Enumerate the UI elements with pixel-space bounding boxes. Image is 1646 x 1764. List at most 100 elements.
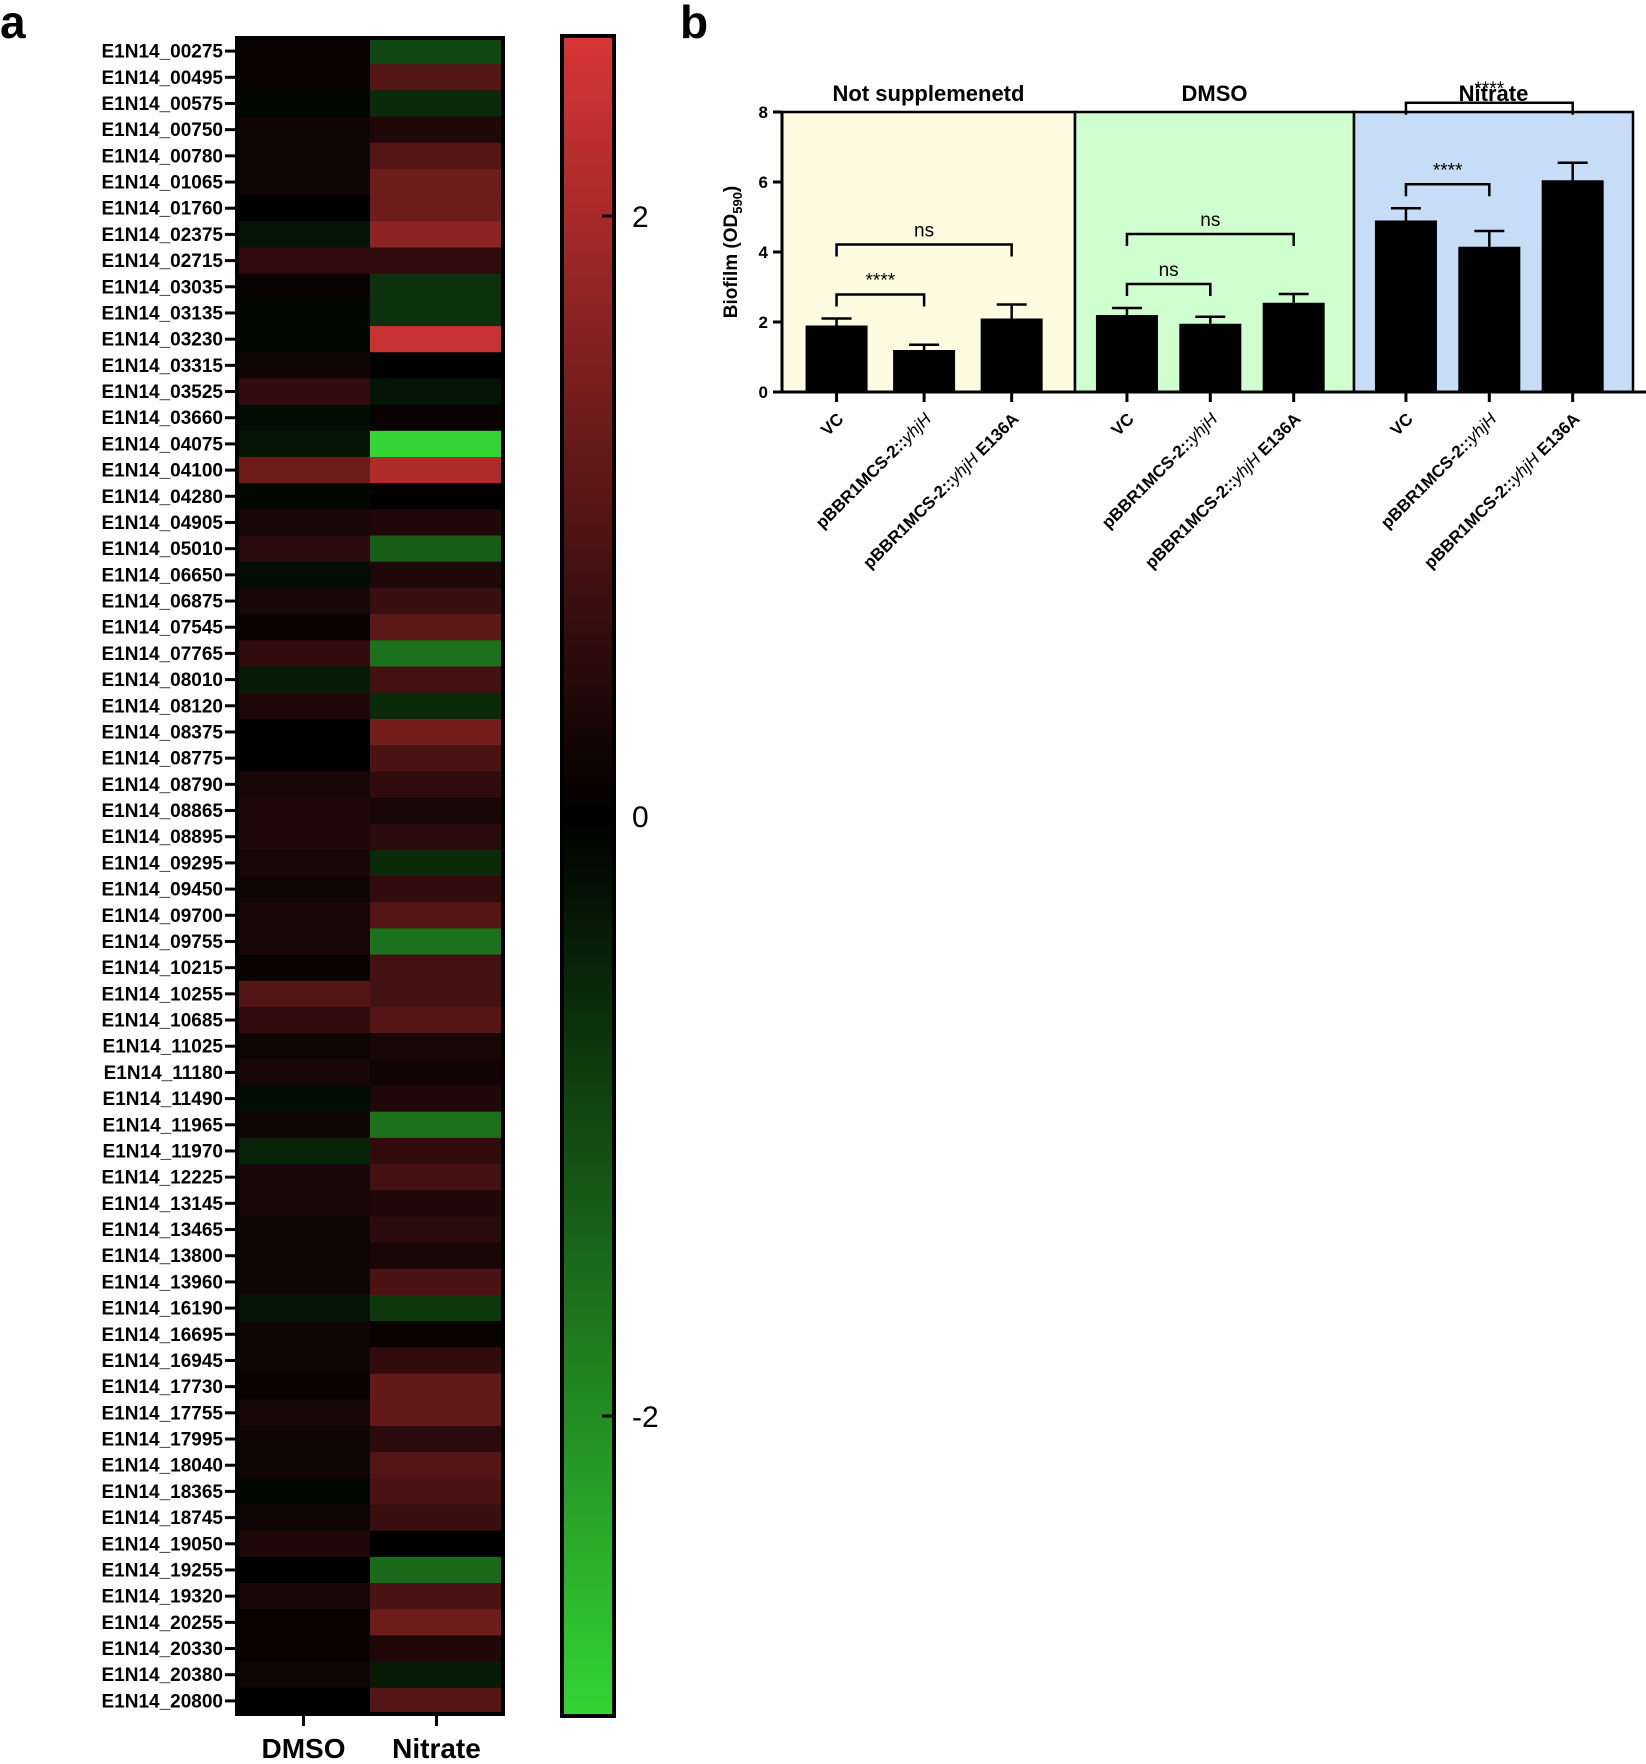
group-title: Not supplemenetd xyxy=(833,81,1025,106)
gene-label: E1N14_03525 xyxy=(102,382,224,403)
significance-label: **** xyxy=(1475,79,1505,100)
gene-label: E1N14_09295 xyxy=(102,853,224,874)
heatmap-cell xyxy=(370,876,504,903)
heatmap-cell xyxy=(370,1478,504,1505)
heatmap-cell xyxy=(370,1373,504,1401)
gene-label: E1N14_02715 xyxy=(102,251,224,272)
heatmap-cell xyxy=(370,1635,504,1663)
heatmap-cell xyxy=(237,561,371,589)
y-tick-label: 6 xyxy=(759,173,768,192)
y-tick-label: 8 xyxy=(759,103,768,122)
y-axis-label-subscript: 590 xyxy=(730,192,745,214)
heatmap-cell xyxy=(370,980,504,1008)
colorbar-gradient xyxy=(560,34,616,1718)
gene-label: E1N14_03315 xyxy=(102,356,224,377)
gene-label: E1N14_16945 xyxy=(102,1351,224,1372)
significance-label: ns xyxy=(1200,210,1220,231)
heatmap-cell xyxy=(237,587,371,615)
heatmap-cell xyxy=(237,1373,371,1401)
heatmap-cell xyxy=(237,876,371,903)
heatmap-cell xyxy=(370,666,504,694)
heatmap-cell xyxy=(370,849,504,877)
heatmap-cell xyxy=(237,640,371,667)
heatmap-cell xyxy=(370,561,504,589)
gene-label: E1N14_13960 xyxy=(102,1272,224,1293)
heatmap-cell xyxy=(237,1268,371,1296)
heatmap-cell xyxy=(370,168,504,196)
y-tick-label: 4 xyxy=(759,243,769,262)
heatmap-cell xyxy=(237,352,371,379)
heatmap-cell xyxy=(370,1583,504,1610)
bar xyxy=(805,325,868,392)
gene-label: E1N14_00780 xyxy=(102,146,224,167)
gene-label: E1N14_16190 xyxy=(102,1299,224,1320)
gene-label: E1N14_01760 xyxy=(102,199,224,220)
heatmap-cell xyxy=(237,1425,371,1453)
heatmap-cell xyxy=(370,535,504,563)
gene-label: E1N14_17730 xyxy=(102,1377,224,1398)
heatmap-cell xyxy=(370,38,504,65)
heatmap-cell xyxy=(370,692,504,720)
heatmap-cell xyxy=(237,614,371,641)
heatmap-frame xyxy=(235,36,505,1716)
category-label-main: pBBR1MCS-2:: xyxy=(1420,474,1519,573)
heatmap-cell xyxy=(237,666,371,694)
colorbar-tick-label: 0 xyxy=(632,801,649,834)
y-tick-label: 0 xyxy=(759,383,768,402)
heatmap-cell xyxy=(370,954,504,982)
heatmap-cell xyxy=(237,1033,371,1060)
heatmap-cell xyxy=(237,378,371,406)
heatmap-cell xyxy=(370,1111,504,1139)
gene-label: E1N14_00575 xyxy=(102,94,224,115)
gene-label: E1N14_06875 xyxy=(102,592,224,613)
gene-label: E1N14_08775 xyxy=(102,749,224,770)
category-label-main: VC xyxy=(817,409,847,439)
heatmap-cell xyxy=(237,771,371,798)
heatmap-cell xyxy=(237,1006,371,1034)
bar xyxy=(1179,323,1242,392)
panel-a-letter: a xyxy=(0,0,26,48)
bar xyxy=(1458,246,1521,392)
heatmap-cell xyxy=(370,1687,504,1715)
heatmap-cell xyxy=(237,980,371,1008)
colorbar-tick-label: -2 xyxy=(632,1401,659,1434)
significance-label: **** xyxy=(1433,160,1463,181)
gene-label: E1N14_04280 xyxy=(102,487,224,508)
heatmap-cell xyxy=(370,1295,504,1322)
category-label: VC xyxy=(817,409,847,439)
heatmap-cell xyxy=(237,299,371,327)
bar xyxy=(980,318,1043,392)
heatmap-cell xyxy=(370,1530,504,1558)
significance-label: ns xyxy=(914,221,934,242)
heatmap-cell xyxy=(370,587,504,615)
heatmap-cell xyxy=(237,116,371,144)
heatmap-cell xyxy=(370,142,504,170)
panel-b-letter: b xyxy=(680,0,708,48)
heatmap-cell xyxy=(370,1059,504,1086)
y-axis-label-main: Biofilm (OD xyxy=(721,214,742,319)
heatmap-cell xyxy=(237,1661,371,1689)
gene-label: E1N14_08010 xyxy=(102,670,224,691)
bar xyxy=(893,350,956,392)
heatmap-cell xyxy=(370,1347,504,1375)
gene-label: E1N14_13800 xyxy=(102,1246,224,1267)
heatmap-cell xyxy=(370,404,504,432)
gene-label: E1N14_09700 xyxy=(102,906,224,927)
y-axis-label: Biofilm (OD590) xyxy=(721,186,745,319)
category-label-main: pBBR1MCS-2:: xyxy=(812,433,911,532)
significance-bracket xyxy=(1125,282,1212,296)
gene-label: E1N14_17995 xyxy=(102,1430,224,1451)
heatmap-cell xyxy=(237,1085,371,1113)
significance-bracket xyxy=(1404,183,1491,197)
gene-label: E1N14_13465 xyxy=(102,1220,224,1241)
category-label: pBBR1MCS-2::yhjH E136A xyxy=(859,409,1022,572)
gene-label: E1N14_00495 xyxy=(102,68,224,89)
heatmap-cell xyxy=(370,378,504,406)
y-tick-label: 2 xyxy=(759,313,768,332)
gene-label: E1N14_04905 xyxy=(102,513,224,534)
gene-label: E1N14_03035 xyxy=(102,277,224,298)
heatmap-cell xyxy=(237,928,371,956)
gene-label: E1N14_19050 xyxy=(102,1534,224,1555)
gene-label: E1N14_08120 xyxy=(102,696,224,717)
heatmap-cell xyxy=(370,457,504,484)
